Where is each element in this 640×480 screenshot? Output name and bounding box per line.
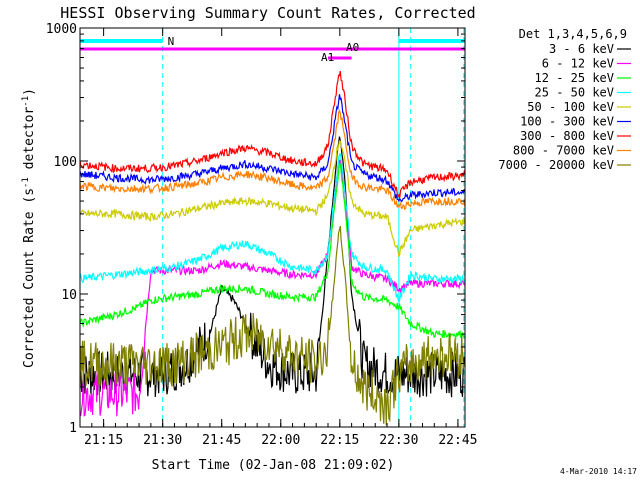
x-tick-label: 22:30 [379,433,418,448]
y-label-sup2: -1 [21,96,31,107]
attenuator-flag-label: A0 [346,41,359,54]
x-tick-label: 21:45 [202,433,241,448]
footer-timestamp: 4-Mar-2010 14:17 [560,467,637,476]
y-tick-label: 100 [54,155,77,170]
night-flag-label: N [168,35,175,48]
legend-entry-label: 25 - 50 keV [535,86,614,100]
y-label-end: ) [22,88,37,96]
a1-flag-label: A1 [321,51,334,64]
series-lines [79,70,466,426]
legend-entry-label: 7000 - 20000 keV [498,158,614,172]
legend-entry-label: 6 - 12 keV [542,57,614,71]
x-tick-label: 21:15 [84,433,123,448]
series-line [79,162,466,341]
plot-frame [79,27,466,428]
series-line [79,158,466,417]
y-tick-label: 1000 [46,22,77,37]
y-axis-ticks: 1 10 100 1000 [46,22,465,436]
legend-entry-label: 100 - 300 keV [520,115,614,129]
series-line [79,94,466,203]
series-line [79,108,466,211]
series-line [79,152,466,304]
series-line [79,139,466,258]
series-line [79,70,466,199]
series-line [79,225,466,426]
x-tick-label: 22:15 [320,433,359,448]
legend-entry-label: 3 - 6 keV [549,42,614,56]
x-axis-ticks: 21:15 21:30 21:45 22:00 22:15 22:30 22:45 [84,28,477,448]
legend-entry-label: 50 - 100 keV [527,100,614,114]
y-axis-label: Corrected Count Rate (s-1 detector-1) [21,88,37,368]
x-axis-label: Start Time (02-Jan-08 21:09:02) [152,458,395,473]
x-tick-label: 21:30 [143,433,182,448]
y-label-mid: detector [22,107,37,178]
x-tick-label: 22:00 [261,433,300,448]
x-tick-label: 22:45 [438,433,477,448]
y-label-main: Corrected Count Rate (s [22,188,37,368]
y-tick-label: 1 [69,421,77,436]
y-tick-label: 10 [61,288,77,303]
legend-entry-label: 800 - 7000 keV [513,144,614,158]
legend-entry-label: 12 - 25 keV [535,71,614,85]
legend-entry-label: 300 - 800 keV [520,129,614,143]
y-label-sup1: -1 [21,177,31,188]
legend-title: Det 1,3,4,5,6,9 [519,27,627,41]
annotations: N A0 A1 [80,28,465,427]
chart-title: HESSI Observing Summary Count Rates, Cor… [60,4,475,22]
